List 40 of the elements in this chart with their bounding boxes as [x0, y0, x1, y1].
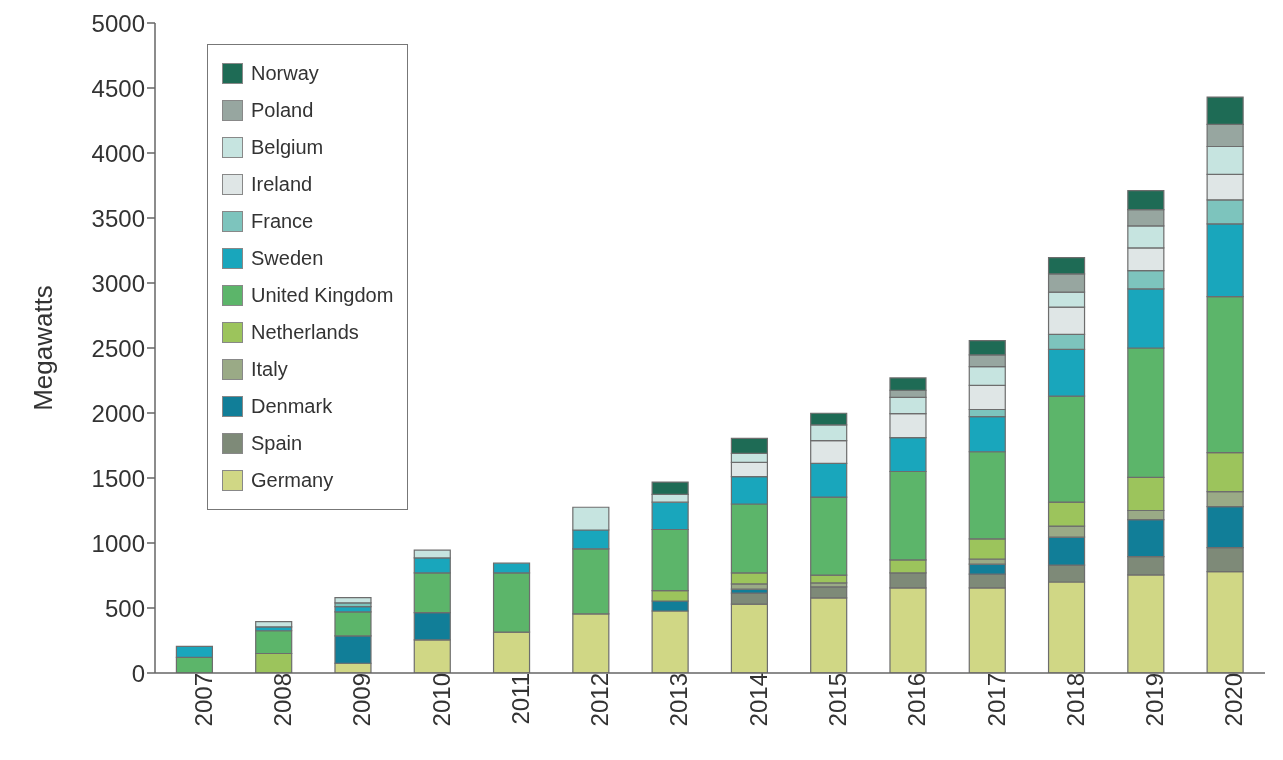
legend-label: Italy: [251, 358, 288, 381]
x-tick-label: 2015: [823, 673, 851, 727]
legend-label: Belgium: [251, 136, 324, 159]
legend-label: Germany: [251, 469, 334, 492]
legend-label: Norway: [251, 62, 319, 85]
x-tick-label: 2010: [427, 673, 455, 727]
x-tick-label: 2008: [268, 673, 296, 727]
y-tick-label: 4500: [91, 74, 145, 102]
y-tick-label: 500: [104, 594, 145, 622]
y-tick-label: 2500: [91, 334, 145, 362]
x-tick-label: 2007: [189, 673, 217, 727]
x-tick-label: 2014: [744, 673, 772, 727]
x-tick-label: 2009: [348, 673, 376, 727]
y-axis-title: Megawatts: [28, 285, 59, 411]
y-tick-label: 3000: [91, 269, 145, 297]
y-tick-label: 2000: [91, 399, 145, 427]
x-tick-label: 2013: [665, 673, 693, 727]
x-tick-label: 2020: [1220, 673, 1248, 727]
legend-label: United Kingdom: [251, 284, 394, 307]
x-tick-label: 2016: [903, 673, 931, 727]
x-tick-label: 2017: [982, 673, 1010, 727]
y-tick-label: 1500: [91, 464, 145, 492]
bar: [334, 597, 372, 604]
legend-label: Sweden: [251, 247, 324, 270]
x-tick-label: 2011: [506, 673, 534, 725]
legend-label: France: [251, 210, 314, 233]
legend-label: Netherlands: [251, 321, 359, 344]
bar: [255, 621, 293, 628]
x-tick-label: 2018: [1061, 673, 1089, 727]
y-tick-label: 4000: [91, 139, 145, 167]
x-tick-label: 2019: [1141, 673, 1169, 727]
y-tick-label: 1000: [91, 529, 145, 557]
x-tick-label: 2012: [586, 673, 614, 727]
legend-label: Denmark: [251, 395, 333, 418]
legend-label: Poland: [251, 99, 314, 122]
y-tick-label: 5000: [91, 9, 145, 37]
y-tick-label: 3500: [91, 204, 145, 232]
y-tick-label: 0: [131, 659, 145, 687]
legend-label: Ireland: [251, 173, 313, 196]
legend-label: Spain: [251, 432, 303, 455]
